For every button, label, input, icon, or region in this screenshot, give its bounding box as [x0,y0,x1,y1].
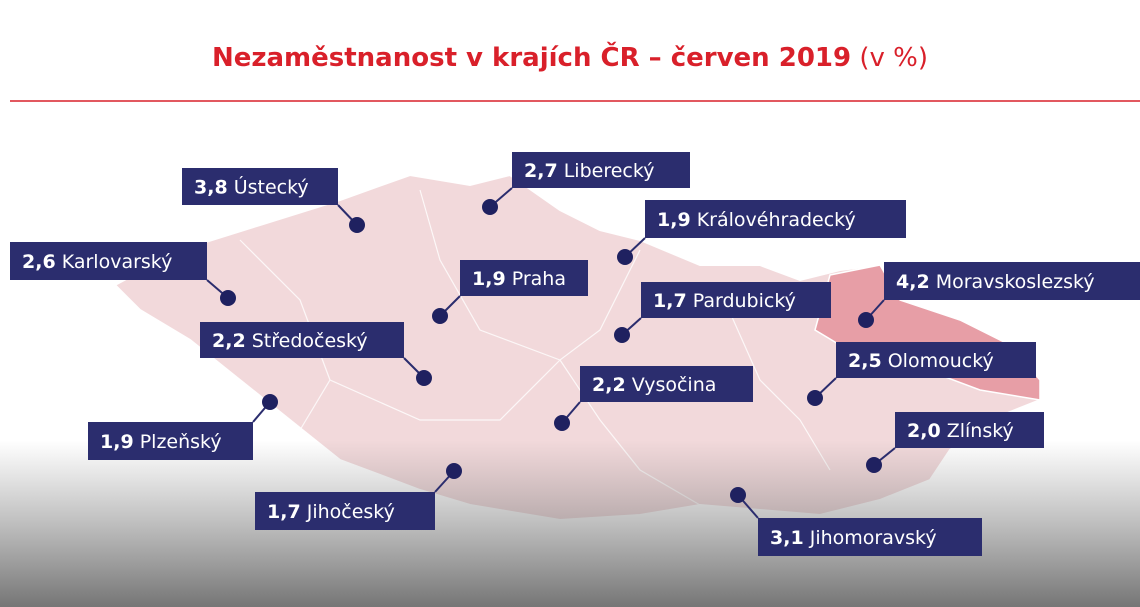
region-label: 2,5 Olomoucký [807,342,1036,406]
region-label: 1,9 Královéhradecký [617,200,906,265]
region-value: 1,9 [472,268,506,290]
label-box [182,168,338,205]
label-box [836,342,1036,378]
label-text: 1,9 Plzeňský [100,431,222,453]
region-name: Jihomoravský [809,527,937,549]
label-text: 1,9 Královéhradecký [657,209,856,231]
label-text: 4,2 Moravskoslezský [896,271,1095,293]
label-box [580,366,753,402]
title-main: Nezaměstnanost v krajích ČR – červen 201… [212,41,851,73]
region-label: 3,8 Ústecký [182,168,365,233]
region-value: 2,2 [592,374,626,396]
label-text: 2,6 Karlovarský [22,251,172,273]
region-label: 2,7 Liberecký [482,152,690,215]
region-name: Královéhradecký [697,209,856,231]
label-box [460,260,588,296]
region-name: Jihočeský [306,501,395,523]
region-dot [807,390,823,406]
region-value: 1,9 [657,209,691,231]
region-value: 1,7 [267,501,301,523]
region-value: 3,1 [770,527,804,549]
label-box [641,282,831,318]
label-box [895,412,1044,448]
region-dot [614,327,630,343]
region-value: 2,2 [212,330,246,352]
region-name: Plzeňský [140,431,222,453]
label-text: 1,9 Praha [472,268,566,290]
region-value: 2,7 [524,160,558,182]
label-box [645,200,906,238]
region-name: Pardubický [693,290,796,312]
label-box [200,322,404,358]
region-dot [446,463,462,479]
region-name: Karlovarský [62,251,173,273]
region-label: 1,7 Pardubický [614,282,831,343]
region-dot [554,415,570,431]
label-text: 1,7 Jihočeský [267,501,395,523]
region-name: Liberecký [564,160,655,182]
title-unit: (v %) [859,43,928,73]
region-label: 2,6 Karlovarský [10,242,236,306]
region-label: 1,9 Praha [432,260,588,324]
region-value: 3,8 [194,176,228,198]
region-label: 1,9 Plzeňský [88,394,278,460]
label-text: 2,5 Olomoucký [848,350,994,372]
title: Nezaměstnanost v krajích ČR – červen 201… [212,41,928,73]
label-text: 2,2 Vysočina [592,374,716,396]
label-box [512,152,690,188]
label-text: 2,2 Středočeský [212,330,368,352]
label-box [88,422,253,460]
region-dot [349,217,365,233]
region-value: 1,7 [653,290,687,312]
label-text: 3,8 Ústecký [194,174,309,198]
region-name: Olomoucký [888,350,994,372]
label-box [758,518,982,556]
region-value: 2,6 [22,251,56,273]
region-label: 1,7 Jihočeský [255,463,462,530]
region-value: 2,5 [848,350,882,372]
region-dot [220,290,236,306]
region-dot [858,312,874,328]
label-text: 2,7 Liberecký [524,160,654,182]
region-label: 2,2 Vysočina [554,366,753,431]
region-dot [730,487,746,503]
region-name: Ústecký [234,174,309,198]
label-box [255,492,435,530]
region-label: 4,2 Moravskoslezský [858,262,1140,328]
label-box [884,262,1140,300]
region-dot [482,199,498,215]
region-name: Vysočina [632,374,717,396]
region-dot [866,457,882,473]
region-name: Zlínský [947,420,1014,442]
region-name: Moravskoslezský [936,271,1095,293]
region-name: Středočeský [252,330,368,352]
region-dot [262,394,278,410]
label-text: 2,0 Zlínský [907,420,1014,442]
region-label: 3,1 Jihomoravský [730,487,982,556]
region-value: 4,2 [896,271,930,293]
region-value: 2,0 [907,420,941,442]
region-label: 2,2 Středočeský [200,322,432,386]
region-dot [617,249,633,265]
region-name: Praha [512,268,566,290]
label-box [10,242,207,280]
label-text: 1,7 Pardubický [653,290,796,312]
region-label: 2,0 Zlínský [866,412,1044,473]
label-text: 3,1 Jihomoravský [770,527,937,549]
region-value: 1,9 [100,431,134,453]
region-dot [432,308,448,324]
region-dot [416,370,432,386]
